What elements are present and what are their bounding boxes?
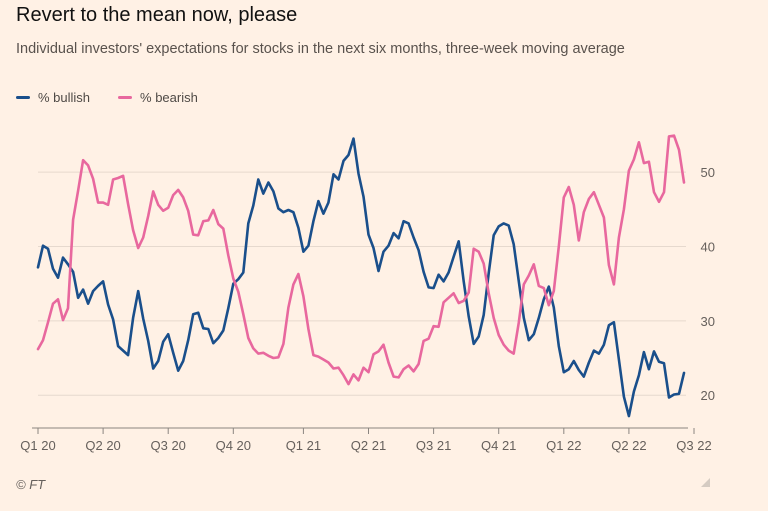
legend-swatch-bullish: [16, 96, 30, 99]
series-line-bullish: [36, 137, 686, 418]
legend-label-bullish: % bullish: [38, 90, 91, 105]
legend-swatch-bearish: [118, 96, 133, 99]
legend: % bullish % bearish: [16, 90, 198, 105]
y-tick-label-40: 40: [701, 239, 715, 254]
x-tick-label-5: Q2 21: [351, 438, 386, 453]
x-tick-label-3: Q4 20: [216, 438, 251, 453]
x-tick-label-10: Q3 22: [676, 438, 711, 453]
legend-label-bearish: % bearish: [140, 90, 198, 105]
series-line-bearish: [36, 134, 686, 386]
legend-item-bearish: % bearish: [118, 90, 198, 105]
resize-corner-icon: [701, 478, 710, 487]
x-tick-label-0: Q1 20: [20, 438, 55, 453]
x-tick-label-6: Q3 21: [416, 438, 451, 453]
source-credit: © FT: [16, 477, 46, 492]
x-tick-label-2: Q3 20: [150, 438, 185, 453]
x-tick-label-9: Q2 22: [611, 438, 646, 453]
y-tick-label-50: 50: [701, 165, 715, 180]
x-tick-label-1: Q2 20: [85, 438, 120, 453]
y-tick-label-20: 20: [701, 388, 715, 403]
y-tick-label-30: 30: [701, 314, 715, 329]
legend-item-bullish: % bullish: [16, 90, 90, 105]
chart-title: Revert to the mean now, please: [16, 4, 298, 26]
x-tick-label-8: Q1 22: [546, 438, 581, 453]
x-tick-label-7: Q4 21: [481, 438, 516, 453]
chart-subtitle: Individual investors' expectations for s…: [16, 41, 625, 57]
x-tick-label-4: Q1 21: [286, 438, 321, 453]
